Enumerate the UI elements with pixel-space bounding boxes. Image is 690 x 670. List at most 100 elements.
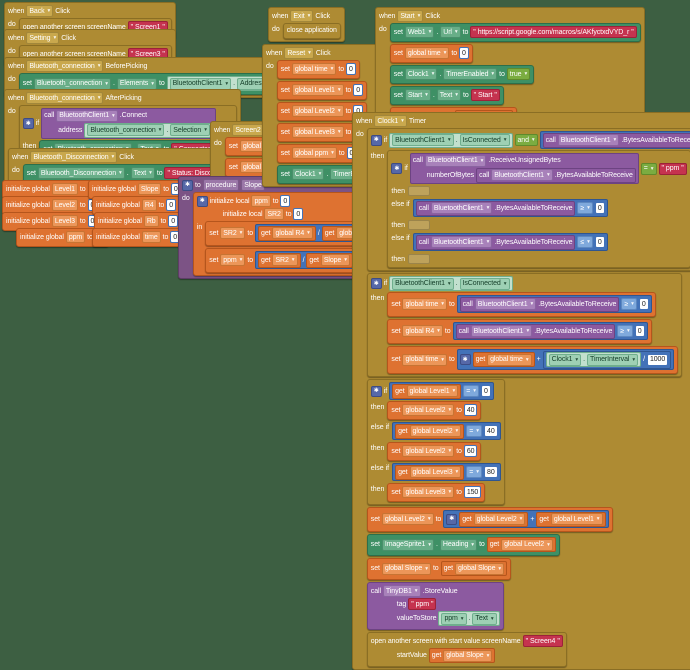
comparison-block[interactable]: get global Level2 ▾ = ▾ 40 <box>392 422 501 440</box>
component-dropdown[interactable]: Start ▾ <box>397 10 424 22</box>
dropdown-field[interactable]: TinyDB1 ▾ <box>382 585 421 597</box>
dropdown-arrow[interactable]: ▾ <box>587 239 590 245</box>
dropdown-field[interactable]: IsConnected ▾ <box>459 277 510 290</box>
dropdown-field[interactable]: TimerEnabled▾ <box>443 68 498 80</box>
call-bytes-available[interactable]: call BluetoothClient1 ▾ .BytesAvailableToRe… <box>415 200 576 216</box>
when-exit-click[interactable]: when Exit ▾ Click do close application <box>268 7 345 42</box>
dropdown-arrow[interactable]: ▾ <box>441 301 444 307</box>
dropdown-field[interactable]: Elements ▾ <box>116 77 157 90</box>
dropdown-arrow[interactable]: ▾ <box>239 230 243 236</box>
comparison-op[interactable]: = ▾ <box>463 385 480 397</box>
component-dropdown[interactable]: Exit ▾ <box>290 10 314 22</box>
component-dropdown[interactable]: Reset ▾ <box>284 47 314 59</box>
url-text[interactable]: " https://script.google.com/macros/s/AKfy… <box>470 26 637 38</box>
variable-name[interactable]: Rb <box>143 215 159 227</box>
value-block[interactable]: 80 <box>484 466 498 478</box>
value-block[interactable]: 40 <box>463 404 478 416</box>
set-global-row[interactable]: set global Level3 ▾ to 150 <box>387 483 486 502</box>
dropdown-arrow[interactable]: ▾ <box>486 652 490 659</box>
dropdown-arrow[interactable]: ▾ <box>427 516 431 522</box>
set-ppm-row[interactable]: set ppm ▾ to get SR2 ▾ / get Slope ▾ <box>205 248 361 273</box>
dropdown-arrow[interactable]: ▾ <box>455 92 458 98</box>
set-global-row[interactable]: set global time ▾ to 0 <box>276 60 360 79</box>
set-web-url-row[interactable]: set Web1 ▾. Url ▾ to " https://script.google.co… <box>389 23 641 42</box>
variable-name[interactable]: ppm <box>65 231 86 243</box>
get-slope[interactable]: get Slope ▾ <box>306 252 354 268</box>
dropdown-arrow[interactable]: ▾ <box>503 137 507 143</box>
dropdown-field[interactable]: ppm ▾ <box>220 254 246 266</box>
comparison-block[interactable]: call BluetoothClient1 ▾ .BytesAvailableToRe… <box>456 295 652 313</box>
dropdown-arrow[interactable]: ▾ <box>526 328 530 334</box>
dropdown-field[interactable]: global Level3 ▾ <box>291 126 344 138</box>
call-bytes-available[interactable]: call BluetoothClient1 ▾ .BytesAvailableToRe… <box>415 234 576 250</box>
dropdown-field[interactable]: global time ▾ <box>291 63 337 75</box>
call-bytes-available[interactable]: call BluetoothClient1 ▾ .BytesAvailableToRe… <box>455 323 616 339</box>
dropdown-arrow[interactable]: ▾ <box>650 165 654 172</box>
dropdown-arrow[interactable]: ▾ <box>431 71 435 77</box>
dropdown-arrow[interactable]: ▾ <box>632 356 636 363</box>
dropdown-arrow[interactable]: ▾ <box>337 108 341 114</box>
call-receive-unsigned-bytes[interactable]: call BluetoothClient1 ▾ .ReceiveUnsignedByt… <box>409 153 639 184</box>
dropdown-arrow[interactable]: ▾ <box>119 170 122 176</box>
set-global-row[interactable]: set global Level2 ▾ to 0 <box>276 102 368 121</box>
dropdown-field[interactable]: global time ▾ <box>404 47 450 59</box>
call-tinydb-storevalue[interactable]: call TinyDB1 ▾ .StoreValue tag " ppm " valueToSt… <box>366 582 504 630</box>
dropdown-arrow[interactable]: ▾ <box>525 356 529 363</box>
dropdown-field[interactable]: SR2 ▾ <box>220 227 246 239</box>
dropdown-arrow[interactable]: ▾ <box>344 257 348 263</box>
component-dropdown[interactable]: Clock1 ▾ <box>374 115 407 127</box>
logic-equals[interactable]: = ▾ <box>640 162 657 175</box>
dropdown-arrow[interactable]: ▾ <box>448 448 452 454</box>
dropdown-arrow[interactable]: ▾ <box>291 257 295 263</box>
set-global-row[interactable]: set global Level1 ▾ to 0 <box>276 81 368 100</box>
dropdown-arrow[interactable]: ▾ <box>486 205 490 211</box>
dropdown-field[interactable]: ppm ▾ <box>441 612 467 625</box>
dropdown-arrow[interactable]: ▾ <box>546 172 550 178</box>
dropdown-arrow[interactable]: ▾ <box>455 469 459 475</box>
set-global-row[interactable]: set global time ▾ to 0 <box>389 44 473 63</box>
dropdown-arrow[interactable]: ▾ <box>631 301 634 307</box>
comparison-op[interactable]: ≥ ▾ <box>577 202 593 214</box>
dropdown-arrow[interactable]: ▾ <box>454 29 458 35</box>
dropdown-arrow[interactable]: ▾ <box>519 516 523 522</box>
start-text[interactable]: " Start " <box>470 89 500 101</box>
value-block[interactable]: 0 <box>481 385 491 397</box>
is-connected-getter[interactable]: BluetoothClient1 ▾. IsConnected ▾ <box>389 132 513 148</box>
dropdown-field[interactable]: global Level1 ▾ <box>406 385 459 397</box>
dropdown-arrow[interactable]: ▾ <box>112 112 115 119</box>
dropdown-field[interactable]: Text▾ <box>130 167 155 179</box>
addition-block[interactable]: ✱ get global Level2 ▾ + get global Level1 ▾ <box>443 510 609 528</box>
comparison-block[interactable]: call BluetoothClient1 ▾ .BytesAvailableToRe… <box>452 322 648 340</box>
is-connected-getter[interactable]: BluetoothClient1 ▾. IsConnected ▾ <box>389 276 513 291</box>
dropdown-arrow[interactable]: ▾ <box>330 66 334 72</box>
dropdown-field[interactable]: TimerInterval ▾ <box>587 353 639 366</box>
component-dropdown[interactable]: Back ▾ <box>26 5 54 17</box>
dropdown-field[interactable]: BluetoothClient1 ▾ <box>491 169 553 181</box>
dropdown-field[interactable]: global Level3 ▾ <box>402 486 455 498</box>
dropdown-field[interactable]: global ppm ▾ <box>291 147 337 159</box>
comparison-block[interactable]: get global Level1 ▾ = ▾ 0 <box>389 382 494 400</box>
dropdown-field[interactable]: BluetoothClient1 ▾ <box>392 134 454 146</box>
get-global-level2[interactable]: get global Level2 ▾ <box>486 537 556 552</box>
dropdown-field[interactable]: global R4▾ <box>402 325 443 337</box>
comparison-op[interactable]: ≥ ▾ <box>617 325 633 337</box>
dropdown-field[interactable]: global time ▾ <box>487 353 532 366</box>
get-global-level1[interactable]: get global Level1 ▾ <box>392 383 462 399</box>
set-global-row[interactable]: set global Level2 ▾ to 60 <box>387 442 482 461</box>
dropdown-arrow[interactable]: ▾ <box>204 127 207 133</box>
init-global-time[interactable]: initialize global time to 0 <box>92 228 185 247</box>
value-block[interactable]: 0 <box>594 202 605 214</box>
call-bytes-available[interactable]: call BluetoothClient1 ▾ .BytesAvailableToRe… <box>459 296 620 312</box>
comparison-op[interactable]: ≥ ▾ <box>621 298 637 310</box>
dropdown-arrow[interactable]: ▾ <box>447 137 451 143</box>
mutator-icon[interactable]: ✱ <box>370 278 382 289</box>
component-dropdown[interactable]: Bluetooth_connection ▾ <box>26 92 104 104</box>
dropdown-field[interactable]: Text▾ <box>472 612 497 625</box>
local-name[interactable]: ppm <box>251 195 271 207</box>
set-global-row[interactable]: set global time ▾ to ✱ get global time ▾ + Clock1… <box>387 346 679 374</box>
dropdown-field[interactable]: global R4▾ <box>272 227 313 239</box>
dropdown-field[interactable]: SR2 ▾ <box>272 254 298 266</box>
dropdown-field[interactable]: Clock1 ▾ <box>291 168 325 180</box>
